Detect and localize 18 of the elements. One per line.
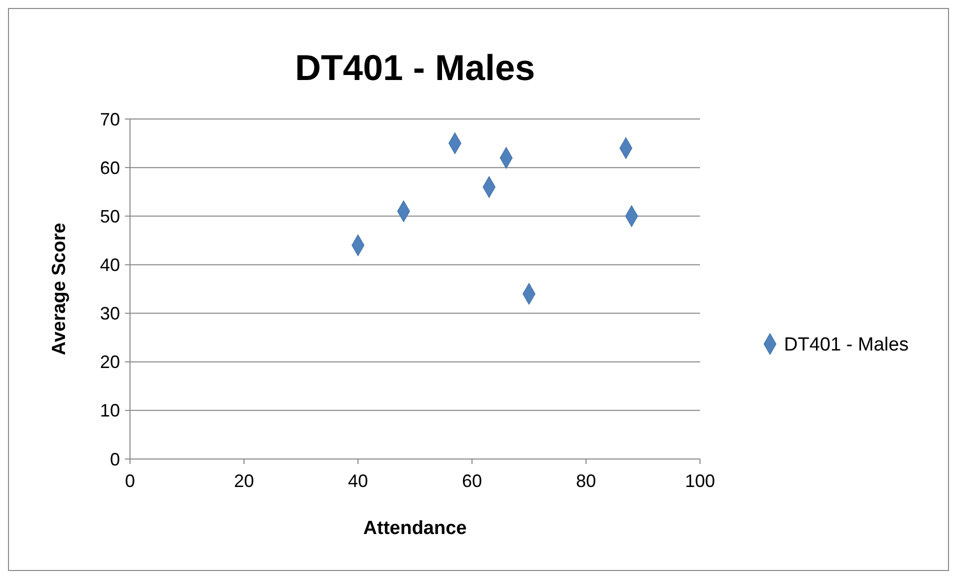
y-tick-label: 60 (100, 158, 120, 178)
x-tick-label: 100 (684, 471, 716, 491)
x-tick-label: 40 (348, 471, 368, 491)
y-axis-title: Average Score (49, 222, 70, 356)
legend-label: DT401 - Males (784, 334, 909, 356)
chart-title: DT401 - Males (294, 47, 536, 88)
x-tick-label: 0 (124, 471, 136, 491)
y-tick-label: 70 (100, 109, 120, 130)
y-tick-label: 50 (100, 206, 120, 226)
y-tick-label: 40 (100, 255, 120, 276)
y-tick-label: 20 (100, 352, 120, 372)
y-tick-label: 0 (110, 449, 120, 470)
x-tick-label: 80 (576, 471, 596, 491)
y-tick-label: 30 (100, 304, 120, 324)
x-tick-label: 20 (234, 471, 254, 491)
x-tick-label: 60 (462, 471, 482, 491)
x-axis-title: Attendance (363, 518, 467, 539)
y-tick-label: 10 (100, 400, 120, 421)
